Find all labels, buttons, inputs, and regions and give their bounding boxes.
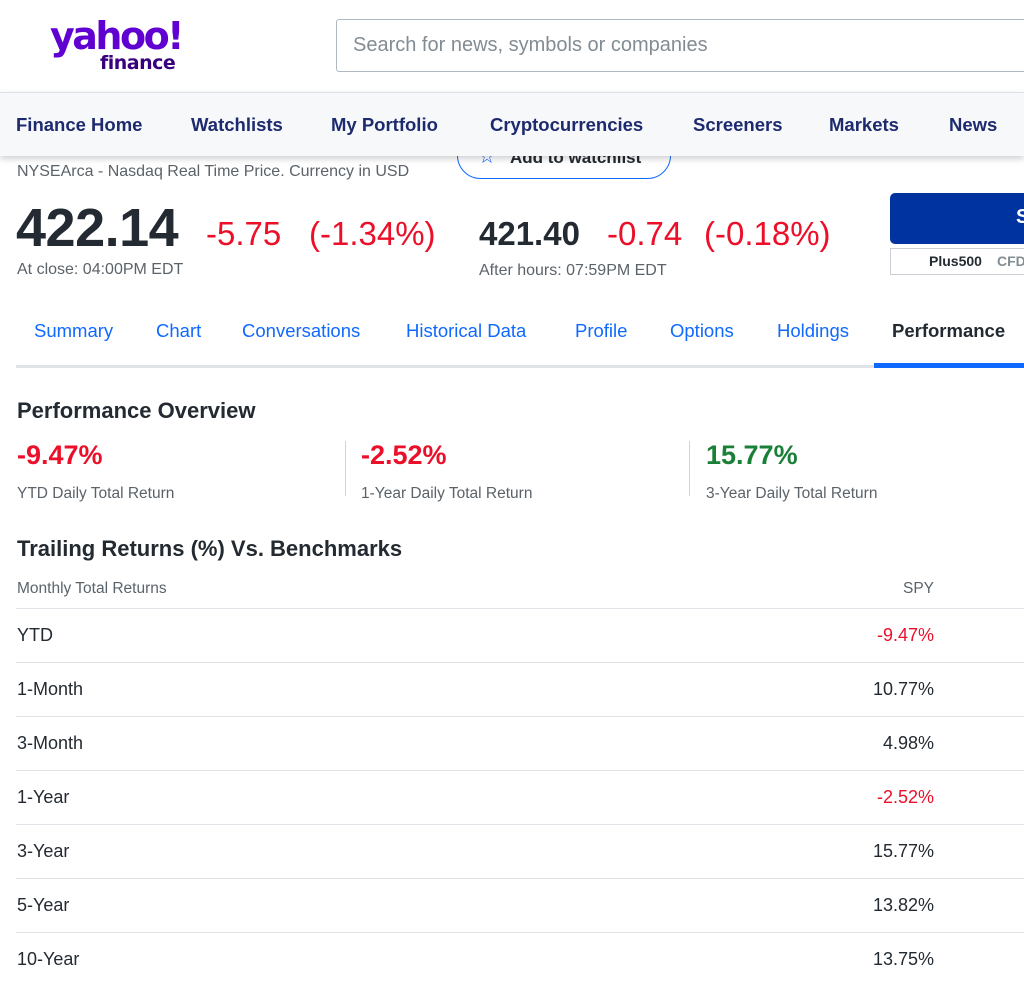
table-header: Monthly Total Returns SPY <box>16 578 1024 609</box>
tab-conversations[interactable]: Conversations <box>242 320 361 341</box>
price-change: -5.75 <box>206 215 282 252</box>
site-header: yahoo! finance <box>0 0 1024 92</box>
row-period: 3-Month <box>17 733 84 753</box>
ad-trade-button[interactable]: S <box>890 193 1024 244</box>
logo-wordmark: yahoo! <box>50 14 185 58</box>
row-value: 4.98% <box>882 733 934 753</box>
nav-markets[interactable]: Markets <box>829 114 899 135</box>
table-row: 1-Year -2.52% <box>16 771 1024 825</box>
row-value: 13.75% <box>872 949 934 969</box>
row-value: 15.77% <box>872 841 934 861</box>
stat-value: 15.77% <box>706 440 798 470</box>
close-time-label: At close: 04:00PM EDT <box>17 261 184 278</box>
table-row: 3-Month 4.98% <box>16 717 1024 771</box>
stat-label: YTD Daily Total Return <box>17 485 175 502</box>
divider <box>689 441 690 496</box>
tab-historical-data[interactable]: Historical Data <box>406 320 527 341</box>
row-period: 5-Year <box>17 895 70 915</box>
last-price: 422.14 <box>16 198 179 258</box>
row-period: 3-Year <box>17 841 70 861</box>
exchange-info: NYSEArca - Nasdaq Real Time Price. Curre… <box>17 163 410 180</box>
table-row: 10-Year 13.75% <box>16 933 1024 982</box>
ad-sponsor-suffix: CFD <box>997 253 1024 269</box>
row-value: -9.47% <box>876 625 934 645</box>
table-row: YTD -9.47% <box>16 609 1024 663</box>
nav-news[interactable]: News <box>949 114 998 135</box>
divider <box>345 441 346 496</box>
trailing-returns-title: Trailing Returns (%) Vs. Benchmarks <box>17 536 403 561</box>
price-change-percent: (-1.34%) <box>309 215 436 252</box>
after-hours-time-label: After hours: 07:59PM EDT <box>479 262 667 279</box>
row-period: 10-Year <box>17 949 80 969</box>
row-period: YTD <box>17 625 53 645</box>
nav-my-portfolio[interactable]: My Portfolio <box>331 114 438 135</box>
active-tab-indicator <box>874 363 1024 368</box>
stat-value: -9.47% <box>17 440 103 470</box>
stat-1-year: -2.52% 1-Year Daily Total Return <box>361 438 532 502</box>
nav-watchlists[interactable]: Watchlists <box>191 114 283 135</box>
tab-options[interactable]: Options <box>670 320 734 341</box>
nav-finance-home[interactable]: Finance Home <box>16 114 143 135</box>
search-box[interactable] <box>336 19 1024 72</box>
tab-profile[interactable]: Profile <box>575 320 628 341</box>
table-row: 3-Year 15.77% <box>16 825 1024 879</box>
main-nav: Finance Home Watchlists My Portfolio Cry… <box>0 92 1024 156</box>
row-period: 1-Month <box>17 679 84 699</box>
table-row: 1-Month 10.77% <box>16 663 1024 717</box>
stat-value: -2.52% <box>361 440 447 470</box>
column-header-symbol: SPY <box>902 580 934 597</box>
row-value: -2.52% <box>876 787 934 807</box>
row-period: 1-Year <box>17 787 70 807</box>
yahoo-finance-logo[interactable]: yahoo! finance <box>50 14 190 76</box>
ad-sponsor-box[interactable]: Plus500 CFD <box>890 248 1024 275</box>
after-hours-change: -0.74 <box>607 215 683 252</box>
logo-subtext: finance <box>100 52 176 74</box>
row-value: 13.82% <box>872 895 934 915</box>
after-hours-change-percent: (-0.18%) <box>704 215 831 252</box>
stat-3-year: 15.77% 3-Year Daily Total Return <box>706 438 877 502</box>
tab-holdings[interactable]: Holdings <box>777 320 849 341</box>
search-input[interactable] <box>337 20 1024 71</box>
tab-chart[interactable]: Chart <box>156 320 202 341</box>
quote-tabs: Summary Chart Conversations Historical D… <box>16 306 1024 368</box>
after-hours-price: 421.40 <box>479 215 580 252</box>
nav-screeners[interactable]: Screeners <box>693 114 783 135</box>
nav-cryptocurrencies[interactable]: Cryptocurrencies <box>490 114 644 135</box>
table-row: 5-Year 13.82% <box>16 879 1024 933</box>
tab-performance[interactable]: Performance <box>892 320 1006 341</box>
row-value: 10.77% <box>872 679 934 699</box>
stat-label: 3-Year Daily Total Return <box>706 485 878 502</box>
column-header-period: Monthly Total Returns <box>17 580 167 597</box>
ad-sponsor-name: Plus500 <box>929 253 982 269</box>
tab-summary[interactable]: Summary <box>34 320 114 341</box>
stat-ytd: -9.47% YTD Daily Total Return <box>17 438 174 502</box>
performance-overview-title: Performance Overview <box>17 398 256 423</box>
stat-label: 1-Year Daily Total Return <box>361 485 533 502</box>
ad-button-text: S <box>1016 206 1024 228</box>
